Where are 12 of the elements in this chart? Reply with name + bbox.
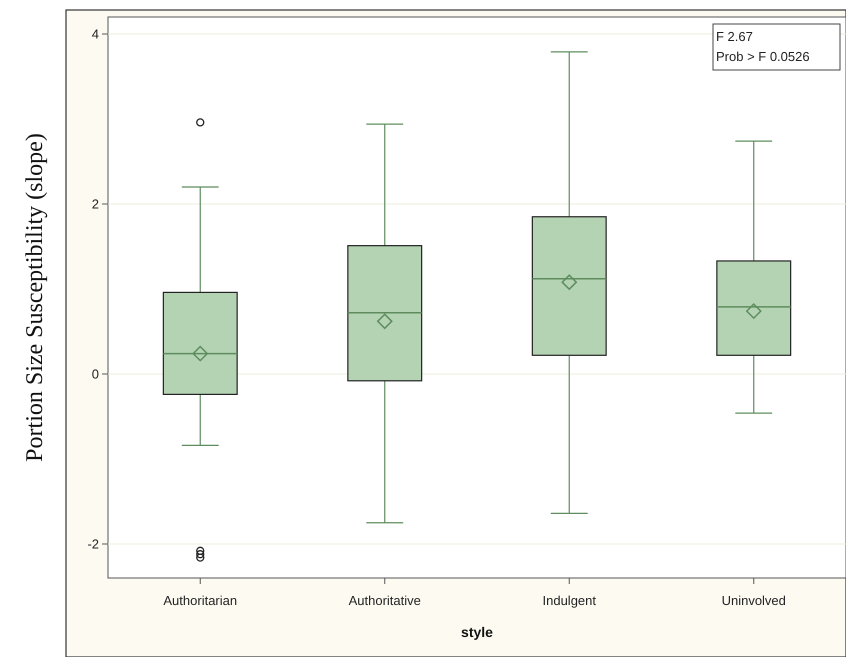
x-tick-label: Authoritative xyxy=(348,593,421,608)
y-tick-label: 2 xyxy=(92,196,99,212)
annotation: Prob > F 0.0526 xyxy=(716,49,810,64)
x-tick-label: Indulgent xyxy=(542,593,596,608)
annotation: F 2.67 xyxy=(716,29,753,44)
y-tick-label: 4 xyxy=(92,26,99,42)
x-tick-label: Authoritarian xyxy=(163,593,238,608)
x-tick-label: Uninvolved xyxy=(722,593,786,608)
y-axis-title: Portion Size Susceptibility (slope) xyxy=(22,133,48,462)
x-axis-title: style xyxy=(461,624,494,640)
y-tick-label: -2 xyxy=(87,536,99,552)
y-tick-label: 0 xyxy=(92,366,99,382)
